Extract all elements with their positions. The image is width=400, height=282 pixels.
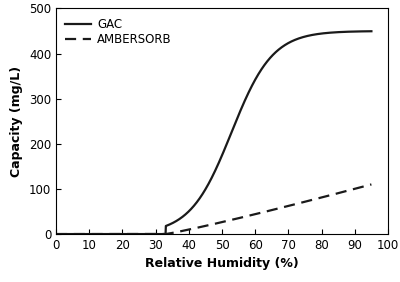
Line: GAC: GAC [56,31,372,234]
AMBERSORB [192,226,197,230]
AMBERSORB [181,229,186,232]
GAC [192,203,197,206]
GAC [181,214,186,218]
GAC [305,34,310,38]
GAC [300,36,304,39]
Y-axis label: Capacity (mg/L): Capacity (mg/L) [10,66,23,177]
AMBERSORB [369,183,374,186]
GAC [86,232,91,236]
Legend: GAC, AMBERSORB: GAC, AMBERSORB [62,14,176,50]
AMBERSORB [300,201,304,204]
AMBERSORB [305,199,310,203]
Line: AMBERSORB: AMBERSORB [56,184,372,234]
GAC [54,232,58,236]
AMBERSORB [270,208,275,212]
X-axis label: Relative Humidity (%): Relative Humidity (%) [145,257,299,270]
GAC [369,30,374,33]
AMBERSORB [54,232,58,236]
GAC [270,54,275,57]
AMBERSORB [86,232,91,236]
